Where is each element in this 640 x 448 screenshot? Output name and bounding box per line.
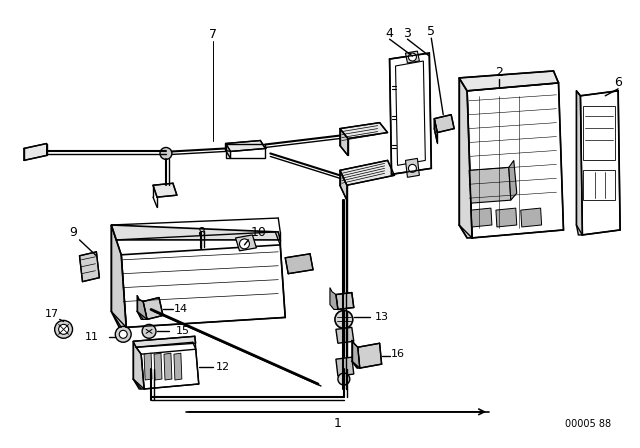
Polygon shape: [340, 123, 388, 138]
Polygon shape: [24, 143, 47, 160]
Polygon shape: [225, 143, 230, 159]
Polygon shape: [330, 288, 338, 310]
Circle shape: [408, 164, 417, 172]
Circle shape: [119, 330, 127, 338]
Text: 6: 6: [614, 76, 622, 90]
Circle shape: [59, 324, 68, 334]
Circle shape: [338, 373, 350, 385]
Polygon shape: [336, 293, 354, 310]
Polygon shape: [144, 353, 152, 380]
Polygon shape: [340, 160, 394, 185]
Polygon shape: [352, 340, 360, 368]
Text: 10: 10: [250, 226, 266, 239]
Polygon shape: [153, 183, 177, 197]
Polygon shape: [406, 51, 419, 63]
Polygon shape: [285, 254, 313, 274]
Text: 00005 88: 00005 88: [565, 419, 611, 429]
Polygon shape: [340, 129, 348, 155]
Text: 11: 11: [84, 332, 99, 342]
Polygon shape: [580, 91, 620, 235]
Text: 5: 5: [428, 25, 435, 38]
Text: 15: 15: [176, 326, 190, 336]
Polygon shape: [471, 208, 492, 227]
Polygon shape: [164, 353, 172, 380]
Polygon shape: [435, 119, 437, 142]
Polygon shape: [141, 349, 199, 389]
Polygon shape: [79, 252, 99, 282]
Polygon shape: [459, 78, 472, 238]
Polygon shape: [459, 71, 559, 91]
Text: 13: 13: [374, 312, 388, 323]
Text: 4: 4: [386, 27, 394, 40]
Text: 14: 14: [174, 305, 188, 314]
Polygon shape: [469, 168, 511, 203]
Polygon shape: [225, 141, 266, 151]
Polygon shape: [336, 357, 354, 376]
Polygon shape: [435, 115, 454, 133]
Text: 9: 9: [70, 226, 77, 239]
Polygon shape: [496, 208, 516, 227]
Polygon shape: [154, 353, 162, 380]
Polygon shape: [390, 53, 431, 174]
Polygon shape: [137, 296, 147, 319]
Bar: [225, 143, 266, 159]
Polygon shape: [121, 245, 285, 327]
Polygon shape: [467, 83, 563, 238]
Circle shape: [239, 239, 250, 249]
Polygon shape: [406, 159, 419, 177]
Polygon shape: [236, 235, 257, 251]
Circle shape: [408, 53, 417, 61]
Polygon shape: [143, 297, 163, 319]
Circle shape: [335, 310, 353, 328]
Polygon shape: [133, 341, 144, 389]
Text: 2: 2: [495, 66, 503, 79]
Polygon shape: [111, 225, 280, 240]
Polygon shape: [174, 353, 182, 380]
Circle shape: [54, 320, 72, 338]
Bar: [583, 106, 615, 160]
Text: 12: 12: [216, 362, 230, 372]
Polygon shape: [340, 170, 347, 200]
Polygon shape: [358, 343, 381, 368]
Polygon shape: [336, 327, 354, 343]
Text: 1: 1: [334, 417, 342, 430]
Text: 17: 17: [45, 310, 59, 319]
Text: 16: 16: [390, 349, 404, 359]
Polygon shape: [509, 160, 516, 200]
Text: 3: 3: [403, 27, 412, 40]
Circle shape: [115, 326, 131, 342]
Polygon shape: [577, 91, 582, 235]
Polygon shape: [111, 225, 126, 327]
Polygon shape: [396, 61, 426, 165]
Text: 8: 8: [196, 226, 205, 239]
Circle shape: [160, 147, 172, 159]
Polygon shape: [521, 208, 541, 227]
Polygon shape: [133, 336, 196, 347]
Text: 7: 7: [209, 28, 217, 41]
Circle shape: [142, 324, 156, 338]
Bar: [583, 170, 615, 200]
